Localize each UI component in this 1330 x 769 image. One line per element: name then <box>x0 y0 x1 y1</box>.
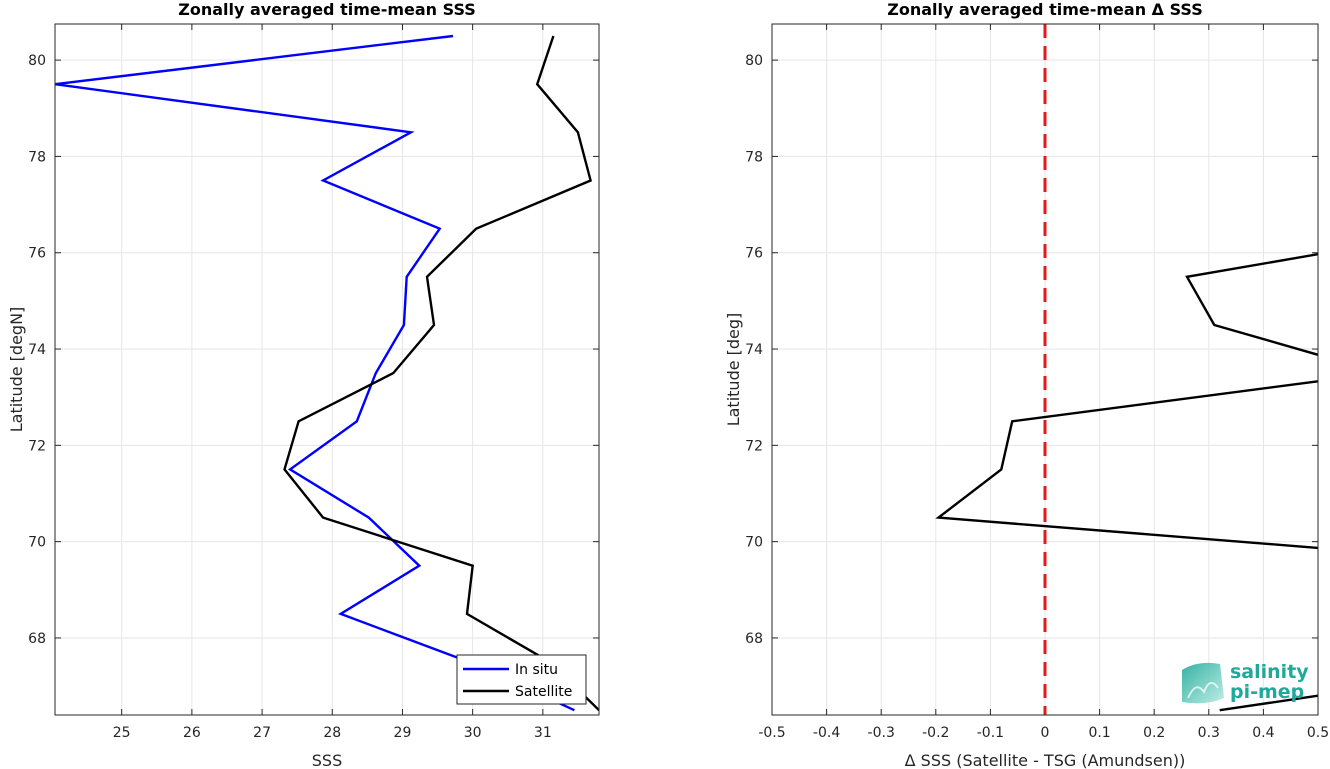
x-tick-label: 28 <box>323 725 341 741</box>
x-tick-label: -0.3 <box>868 725 895 741</box>
y-axis-label: Latitude [deg] <box>724 313 743 427</box>
y-tick-label: 76 <box>745 246 763 262</box>
legend: In situ Satellite <box>456 654 587 705</box>
x-tick-label: -0.1 <box>977 725 1004 741</box>
x-tick-label: 27 <box>253 725 271 741</box>
axes-box <box>771 23 1319 716</box>
y-tick-label: 78 <box>28 149 46 165</box>
chart-panel-1: 25 26 27 28 29 30 31 68 70 72 74 76 78 80 Zonally aver… <box>7 0 600 769</box>
series-line-in-situ <box>55 34 575 712</box>
legend-box <box>456 654 587 705</box>
grid <box>55 24 599 715</box>
plot-area <box>55 24 599 715</box>
x-tick-label: 0.3 <box>1198 725 1220 741</box>
chart-panel-2: -0.5 -0.4 -0.3 -0.2 -0.1 0 0.1 0.2 0.3 0.4 0.5 68 70… <box>724 0 1329 769</box>
x-tick-label: 31 <box>534 725 552 741</box>
x-tick-label: 29 <box>394 725 412 741</box>
x-axis-label: SSS <box>312 751 342 769</box>
y-tick-label: 74 <box>28 342 46 358</box>
series-group <box>55 34 599 712</box>
x-tick-label: 25 <box>113 725 131 741</box>
x-tick-label: 26 <box>183 725 201 741</box>
y-tick-label: 74 <box>745 342 763 358</box>
x-tick-label: 0.4 <box>1252 725 1274 741</box>
legend-label: In situ <box>515 662 558 678</box>
x-tick-label: 0.1 <box>1088 725 1110 741</box>
y-tick-label: 72 <box>28 438 46 454</box>
y-axis-label: Latitude [degN] <box>7 307 26 433</box>
x-tick-label: 30 <box>464 725 482 741</box>
logo-line2: pi-mep <box>1230 681 1304 703</box>
axes-box <box>54 23 600 716</box>
y-tick-label: 78 <box>745 149 763 165</box>
logo-line1: salinity <box>1230 661 1309 683</box>
y-tick-label: 80 <box>28 53 46 69</box>
x-tick-label: -0.5 <box>758 725 785 741</box>
chart-title: Zonally averaged time-mean Δ SSS <box>887 0 1203 19</box>
x-axis-label: Δ SSS (Satellite - TSG (Amundsen)) <box>905 751 1186 769</box>
y-tick-label: 70 <box>745 535 763 551</box>
series-line-1 <box>935 253 1318 712</box>
x-tick-label: -0.4 <box>813 725 840 741</box>
x-tick-label: 0.2 <box>1143 725 1165 741</box>
y-tick-label: 76 <box>28 246 46 262</box>
x-tick-label: 0.5 <box>1307 725 1329 741</box>
series-line-satellite <box>283 35 599 712</box>
x-tick-label: 0 <box>1041 725 1050 741</box>
salinity-pi-mep-logo: salinity pi-mep <box>1182 661 1309 704</box>
series-group <box>935 253 1318 712</box>
y-tick-label: 68 <box>745 631 763 647</box>
chart-title: Zonally averaged time-mean SSS <box>178 0 476 19</box>
y-tick-label: 68 <box>28 631 46 647</box>
y-tick-label: 72 <box>745 438 763 454</box>
legend-label: Satellite <box>515 684 572 700</box>
y-tick-label: 80 <box>745 53 763 69</box>
x-tick-label: -0.2 <box>922 725 949 741</box>
y-tick-label: 70 <box>28 535 46 551</box>
wave-logo-icon <box>1182 662 1224 704</box>
